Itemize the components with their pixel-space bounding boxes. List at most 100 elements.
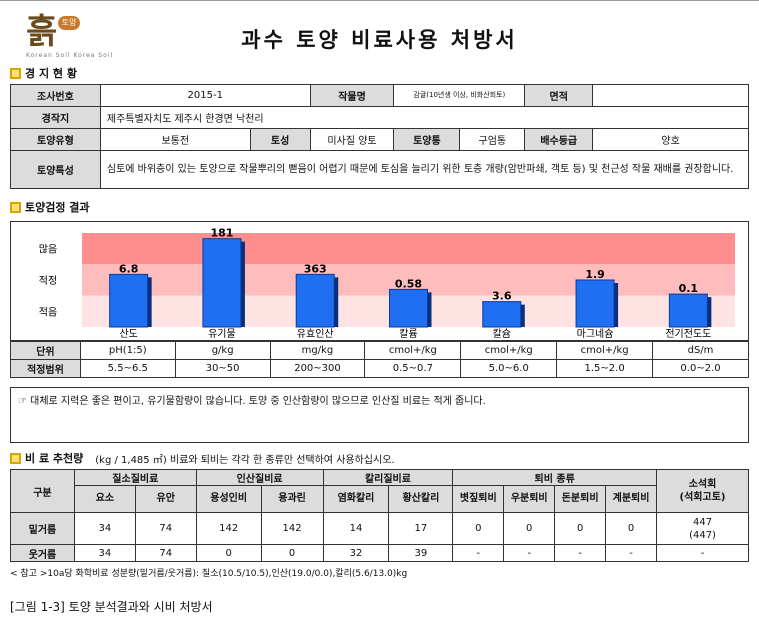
soil-type-value: 보통전: [99, 128, 251, 151]
fert-amount-cell: -: [605, 544, 658, 562]
logo-badge: 토양: [58, 16, 80, 30]
range-cell: 1.5~2.0: [556, 359, 654, 378]
fert-type-header: 구분: [10, 469, 75, 513]
figure-caption: [그림 1-3] 토양 분석결과와 시비 처방서: [10, 600, 213, 614]
fert-row-label: 웃거름: [10, 544, 75, 562]
chart-bar: [575, 279, 615, 328]
fert-subheader: 우분퇴비: [503, 485, 556, 513]
fert-amount-cell: 74: [134, 544, 197, 562]
logo-glyph: 흙: [26, 12, 58, 52]
chart-value-label: 0.1: [679, 282, 699, 295]
range-cell: 0.5~0.7: [364, 359, 462, 378]
chart-bar: [482, 301, 522, 328]
fert-amount-cell: 17: [388, 512, 454, 545]
footnote: < 참고 >10a당 화학비료 성분량(밑거름/웃거름): 질소(10.5/10…: [10, 569, 408, 579]
section-title: 경 지 현 황: [25, 67, 77, 80]
section-bullet-icon: [10, 67, 21, 79]
crop-label: 작물명: [309, 84, 395, 107]
fert-amount-cell: -: [554, 544, 607, 562]
fert-subheader: 돈분퇴비: [554, 485, 607, 513]
chart-category-label: 유효인산: [297, 328, 334, 340]
logo: 흙 토양 Korean Soil Korea Soil: [22, 10, 112, 64]
fert-subheader: 요소: [73, 485, 136, 513]
chart-bar: [389, 288, 428, 328]
chart-category-label: 칼슘: [493, 327, 511, 340]
chart-category-label: 마그네슘: [577, 328, 614, 340]
fert-amount-cell: 74: [134, 512, 197, 545]
chart-value-label: 3.6: [492, 290, 512, 303]
fert-amount-cell: 32: [322, 544, 390, 562]
fert-amount-cell: 447 (447): [656, 512, 749, 545]
area-value: [592, 84, 749, 107]
chart-category-label: 산도: [119, 328, 137, 340]
range-cell: 200~300: [269, 359, 366, 378]
fert-lime-header: 소석회 (석회고토): [656, 469, 749, 513]
survey-no-label: 조사번호: [10, 84, 101, 107]
drainage-value: 양호: [592, 128, 749, 151]
fert-amount-cell: 0: [260, 544, 324, 562]
soil-char-value: 심토에 바위층이 있는 토양으로 작물뿌리의 뻗음이 어렵기 때문에 토심을 늘…: [99, 150, 750, 189]
fert-amount-cell: 34: [73, 544, 136, 562]
fert-amount-cell: 142: [195, 512, 262, 545]
survey-no-value: 2015-1: [99, 84, 311, 107]
chart-value-label: 363: [304, 262, 327, 275]
top-border: [0, 0, 759, 1]
range-label: 적정범위: [10, 359, 81, 378]
section-soil-test-heading: 토양검정 결과: [10, 200, 90, 214]
fert-subheader: 용과린: [260, 485, 324, 513]
chart-category-label: 유기물: [208, 328, 236, 340]
fert-subheader: 염화칼리: [322, 485, 390, 513]
comment-frame: [10, 387, 749, 443]
location-value: 제주특별자치도 제주시 한경면 낙천리: [99, 106, 750, 129]
range-cell: 0.0~2.0: [652, 359, 749, 378]
unit-cell: dS/m: [652, 341, 749, 360]
chart-bar: [668, 293, 708, 328]
fert-amount-cell: 142: [260, 512, 324, 545]
fert-amount-cell: 0: [452, 512, 505, 545]
chart-value-label: 181: [210, 227, 233, 240]
fert-amount-cell: 0: [605, 512, 658, 545]
fert-amount-cell: 34: [73, 512, 136, 545]
texture-label: 토성: [249, 128, 311, 151]
prescription-sheet: 흙 토양 Korean Soil Korea Soil 과수 토양 비료사용 처…: [0, 0, 759, 579]
chart-zone-label: 적음: [39, 306, 57, 318]
fert-amount-cell: 0: [195, 544, 262, 562]
chart-category-label: 칼륨: [399, 327, 417, 340]
logo-subtext: Korean Soil Korea Soil: [26, 52, 114, 59]
fert-subheader: 유안: [134, 485, 197, 513]
section-field-status-heading: 경 지 현 황: [10, 66, 77, 80]
section-note: (kg / 1,485 ㎡) 비료와 퇴비는 각각 한 종류만 선택하여 사용하…: [95, 454, 395, 466]
fert-nitrogen-header: 질소질비료: [73, 469, 197, 486]
area-label: 면적: [524, 84, 594, 107]
fert-amount-cell: 14: [322, 512, 390, 545]
soil-units-table: 단위 pH(1:5) g/kg mg/kg cmol+/kg cmol+/kg cmol+…: [10, 341, 749, 378]
section-bullet-icon: [10, 452, 21, 464]
fert-amount-cell: -: [656, 544, 749, 562]
soil-type-label: 토양유형: [10, 128, 101, 151]
chart-zone-label: 많음: [39, 244, 57, 256]
range-cell: 5.5~6.5: [79, 359, 176, 378]
chart-bar: [202, 238, 242, 328]
chart-category-label: 전기전도도: [665, 328, 711, 340]
soil-group-label: 토양통: [393, 128, 461, 151]
section-bullet-icon: [10, 201, 21, 213]
texture-value: 미사질 양토: [309, 128, 395, 151]
fert-phosphate-header: 인산질비료: [195, 469, 324, 486]
section-fertilizer-heading: 비 료 추천량 (kg / 1,485 ㎡) 비료와 퇴비는 각각 한 종류만 …: [10, 451, 395, 466]
unit-cell: mg/kg: [269, 341, 366, 360]
section-title: 비 료 추천량: [25, 452, 84, 465]
chart-zone-band: [82, 233, 735, 265]
unit-cell: cmol+/kg: [460, 341, 558, 360]
document-title: 과수 토양 비료사용 처방서: [241, 28, 518, 52]
chart-zone-label: 적정: [39, 275, 57, 287]
section-title: 토양검정 결과: [25, 201, 90, 214]
field-info-table: 조사번호 2015-1 작물명 감귤(10년생 이상, 비화산회토) 면적 경작…: [10, 84, 750, 189]
chart-bar: [295, 273, 335, 328]
drainage-label: 배수등급: [524, 128, 594, 151]
soil-char-label: 토양특성: [10, 150, 101, 189]
location-label: 경작지: [10, 106, 101, 129]
fert-subheader: 계분퇴비: [605, 485, 658, 513]
soil-chart-frame: [10, 221, 749, 341]
unit-cell: pH(1:5): [79, 341, 176, 360]
